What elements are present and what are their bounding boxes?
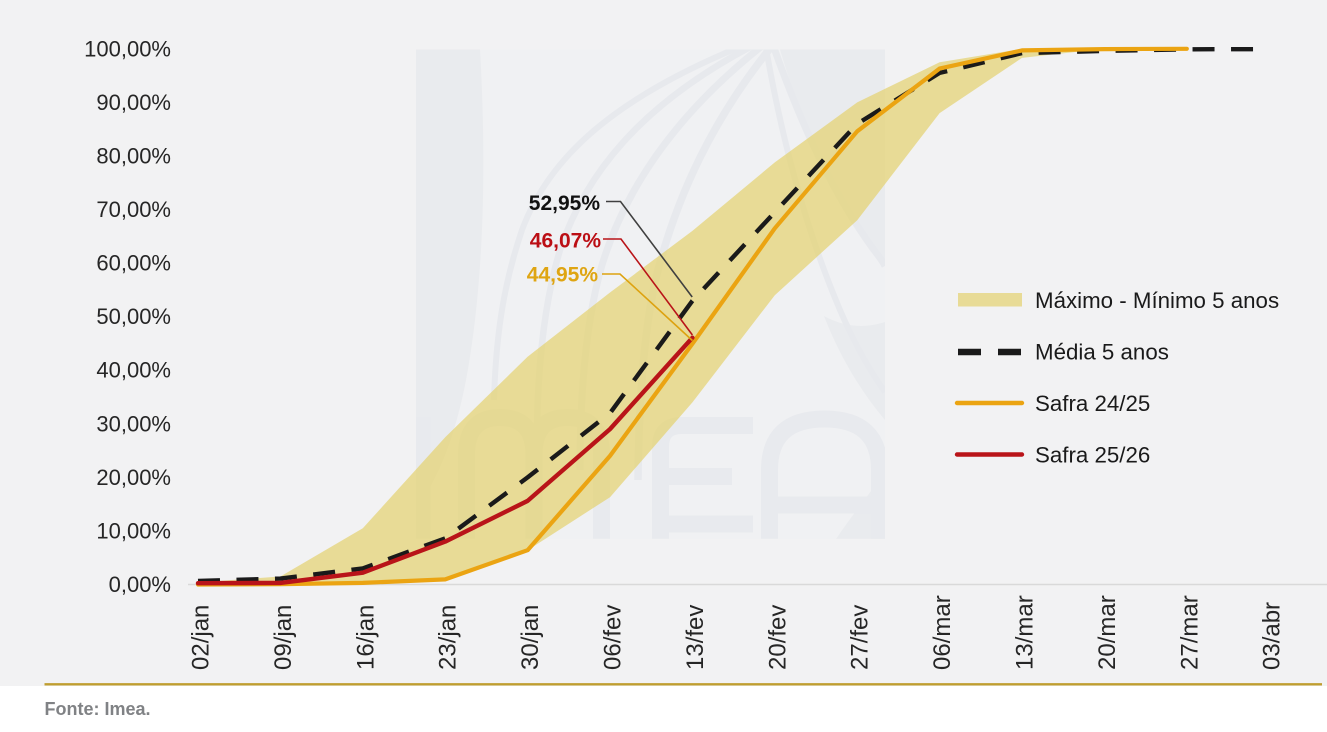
svg-text:44,95%: 44,95% [527,264,599,287]
svg-text:06/mar: 06/mar [929,595,956,670]
svg-text:27/fev: 27/fev [847,605,874,670]
svg-text:60,00%: 60,00% [96,251,171,276]
svg-text:23/jan: 23/jan [435,605,462,670]
svg-text:46,07%: 46,07% [530,230,602,253]
svg-text:Máximo - Mínimo 5 anos: Máximo - Mínimo 5 anos [1035,288,1279,313]
svg-text:20/mar: 20/mar [1094,595,1121,670]
svg-text:10,00%: 10,00% [96,518,171,543]
svg-text:30,00%: 30,00% [96,411,171,436]
svg-text:06/fev: 06/fev [600,605,627,670]
svg-text:03/abr: 03/abr [1259,602,1286,670]
svg-text:50,00%: 50,00% [96,304,171,329]
svg-text:13/mar: 13/mar [1012,595,1039,670]
svg-text:Fonte: Imea.: Fonte: Imea. [45,699,151,719]
svg-text:16/jan: 16/jan [352,605,379,670]
svg-text:52,95%: 52,95% [529,192,601,215]
svg-text:13/fev: 13/fev [682,605,709,670]
svg-text:Safra 24/25: Safra 24/25 [1035,391,1150,416]
svg-text:Média 5 anos: Média 5 anos [1035,340,1169,365]
svg-text:20/fev: 20/fev [764,605,791,670]
svg-text:02/jan: 02/jan [188,605,215,670]
svg-text:40,00%: 40,00% [96,358,171,383]
svg-text:80,00%: 80,00% [96,143,171,168]
svg-text:30/jan: 30/jan [517,605,544,670]
svg-text:27/mar: 27/mar [1176,595,1203,670]
svg-text:100,00%: 100,00% [84,36,171,61]
svg-text:70,00%: 70,00% [96,197,171,222]
svg-text:20,00%: 20,00% [96,465,171,490]
svg-text:90,00%: 90,00% [96,90,171,115]
svg-text:0,00%: 0,00% [109,572,171,597]
svg-text:09/jan: 09/jan [270,605,297,670]
svg-text:Safra 25/26: Safra 25/26 [1035,443,1150,468]
